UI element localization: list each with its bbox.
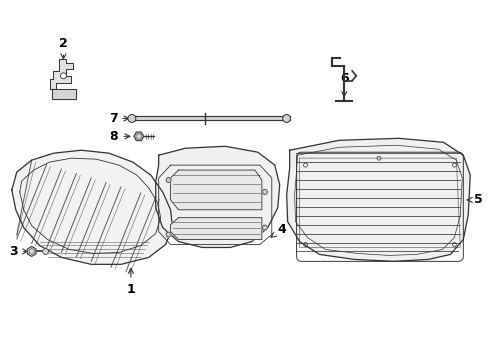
Text: 4: 4 [271,223,286,237]
Circle shape [166,232,171,237]
Circle shape [166,177,171,183]
Polygon shape [51,89,76,99]
Circle shape [128,114,136,122]
Text: 8: 8 [110,130,130,143]
Polygon shape [171,170,262,210]
Text: 1: 1 [126,268,135,296]
Polygon shape [134,132,144,141]
Circle shape [283,114,291,122]
Text: 2: 2 [59,37,68,59]
Circle shape [43,248,49,255]
Circle shape [262,189,268,194]
Circle shape [262,225,268,230]
Text: 3: 3 [9,245,27,258]
Polygon shape [49,59,74,89]
Polygon shape [27,247,36,256]
Polygon shape [12,150,172,264]
Polygon shape [171,218,262,239]
Polygon shape [287,138,470,261]
Text: 6: 6 [340,72,348,96]
Polygon shape [156,146,280,247]
Circle shape [60,73,66,79]
Text: 5: 5 [467,193,483,206]
Text: 7: 7 [109,112,129,125]
